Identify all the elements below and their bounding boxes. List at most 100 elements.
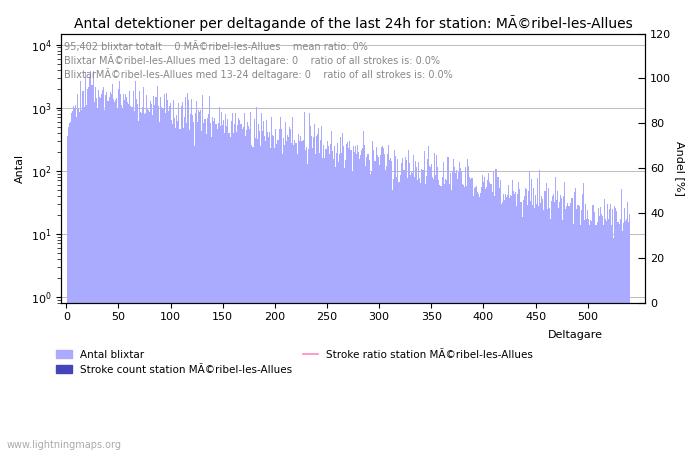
Bar bbox=[570, 198, 572, 450]
Bar bbox=[507, 195, 508, 450]
Bar bbox=[104, 110, 106, 450]
Bar bbox=[194, 146, 195, 450]
Bar bbox=[568, 207, 570, 450]
Bar bbox=[228, 133, 230, 450]
Bar bbox=[358, 152, 359, 450]
Bar bbox=[176, 115, 177, 450]
Bar bbox=[211, 137, 212, 450]
Bar bbox=[163, 108, 164, 450]
Bar bbox=[386, 166, 387, 450]
Bar bbox=[351, 171, 353, 450]
Bar bbox=[445, 180, 447, 450]
Bar bbox=[434, 153, 435, 450]
Bar bbox=[97, 108, 98, 450]
Bar bbox=[171, 120, 172, 450]
Bar bbox=[541, 196, 542, 450]
Bar bbox=[265, 141, 266, 450]
Bar bbox=[142, 107, 143, 450]
Bar bbox=[73, 106, 74, 450]
Bar bbox=[119, 81, 120, 450]
Bar bbox=[623, 224, 624, 450]
Bar bbox=[549, 207, 550, 450]
Bar bbox=[165, 113, 166, 450]
Bar bbox=[460, 168, 461, 450]
Bar bbox=[498, 188, 500, 450]
Bar bbox=[147, 109, 148, 450]
Bar bbox=[74, 108, 75, 450]
Bar bbox=[374, 161, 375, 450]
Bar bbox=[364, 145, 365, 450]
Bar bbox=[167, 99, 168, 450]
Bar bbox=[334, 146, 335, 450]
Bar bbox=[90, 71, 91, 450]
Bar bbox=[279, 117, 281, 450]
Bar bbox=[439, 185, 440, 450]
Bar bbox=[241, 124, 242, 450]
Text: Deltagare: Deltagare bbox=[547, 330, 603, 340]
Bar bbox=[244, 113, 245, 450]
Bar bbox=[559, 202, 560, 450]
Bar bbox=[263, 122, 264, 450]
Bar bbox=[336, 153, 337, 450]
Bar bbox=[560, 195, 561, 450]
Bar bbox=[617, 222, 619, 450]
Bar bbox=[589, 225, 590, 450]
Bar bbox=[127, 102, 128, 450]
Bar bbox=[220, 126, 221, 450]
Bar bbox=[256, 107, 257, 450]
Bar bbox=[525, 188, 526, 450]
Bar bbox=[140, 112, 141, 450]
Bar bbox=[259, 131, 260, 450]
Bar bbox=[592, 205, 594, 450]
Bar bbox=[576, 209, 577, 450]
Bar bbox=[208, 113, 209, 450]
Bar bbox=[138, 121, 139, 450]
Bar bbox=[430, 164, 432, 450]
Bar bbox=[553, 194, 554, 450]
Bar bbox=[473, 196, 474, 450]
Bar bbox=[375, 147, 377, 450]
Bar bbox=[80, 81, 81, 450]
Bar bbox=[196, 101, 197, 450]
Bar bbox=[115, 99, 116, 450]
Bar bbox=[286, 141, 287, 450]
Y-axis label: Andel [%]: Andel [%] bbox=[675, 141, 685, 196]
Bar bbox=[321, 126, 322, 450]
Bar bbox=[536, 204, 537, 450]
Bar bbox=[237, 125, 238, 450]
Bar bbox=[292, 117, 293, 450]
Bar bbox=[158, 106, 159, 450]
Bar bbox=[566, 206, 568, 450]
Bar bbox=[224, 133, 225, 450]
Bar bbox=[608, 220, 609, 450]
Bar bbox=[122, 108, 123, 450]
Bar bbox=[200, 110, 202, 450]
Bar bbox=[319, 153, 321, 450]
Bar bbox=[488, 173, 489, 450]
Bar bbox=[579, 206, 580, 450]
Bar bbox=[339, 153, 340, 450]
Bar bbox=[539, 170, 540, 450]
Bar bbox=[249, 129, 251, 450]
Bar bbox=[489, 182, 490, 450]
Bar bbox=[266, 120, 267, 450]
Bar bbox=[588, 219, 589, 450]
Bar bbox=[92, 85, 93, 450]
Bar bbox=[193, 122, 194, 450]
Bar bbox=[125, 94, 126, 450]
Bar bbox=[114, 102, 115, 450]
Bar bbox=[577, 205, 578, 450]
Bar bbox=[285, 122, 286, 450]
Bar bbox=[509, 198, 510, 450]
Bar bbox=[627, 202, 628, 450]
Bar bbox=[314, 124, 315, 450]
Bar bbox=[455, 173, 456, 450]
Bar bbox=[611, 225, 612, 450]
Bar bbox=[484, 176, 485, 450]
Bar bbox=[394, 150, 395, 450]
Bar bbox=[512, 180, 513, 450]
Bar bbox=[206, 118, 208, 450]
Bar bbox=[491, 184, 492, 450]
Bar bbox=[232, 133, 234, 450]
Bar bbox=[87, 89, 88, 450]
